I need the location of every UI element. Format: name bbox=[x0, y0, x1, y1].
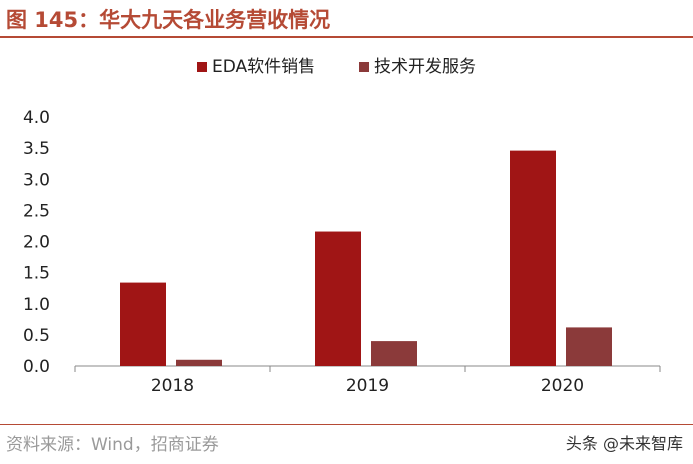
title-bar: 图 145：华大九天各业务营收情况 bbox=[0, 0, 693, 34]
y-tick-label: 0.0 bbox=[23, 357, 50, 377]
bar-2018-series-2 bbox=[176, 359, 222, 366]
figure-title: 图 145：华大九天各业务营收情况 bbox=[6, 8, 331, 32]
y-tick-label: 3.5 bbox=[23, 139, 50, 159]
revenue-bar-chart: EDA软件销售 技术开发服务 4.0 3.5 3.0 2.5 2.0 1.5 1.0 0.5 0.0… bbox=[23, 57, 661, 396]
legend-label-2: 技术开发服务 bbox=[374, 57, 476, 77]
y-tick-label: 1.0 bbox=[23, 295, 50, 315]
y-tick-label: 2.5 bbox=[23, 201, 50, 221]
legend-swatch-2 bbox=[359, 62, 369, 72]
title-divider bbox=[0, 36, 693, 38]
y-tick-label: 4.0 bbox=[23, 108, 50, 128]
legend-swatch-1 bbox=[197, 62, 207, 72]
y-tick-label: 1.5 bbox=[23, 264, 50, 284]
x-tick-label-2018: 2018 bbox=[151, 376, 194, 396]
y-tick-label: 3.0 bbox=[23, 170, 50, 190]
source-note: 资料来源：Wind，招商证券 bbox=[6, 435, 219, 455]
bar-2018-series-1 bbox=[120, 282, 166, 366]
bar-2020-series-1 bbox=[510, 150, 556, 366]
legend-label-1: EDA软件销售 bbox=[212, 57, 315, 77]
footer-divider bbox=[0, 424, 693, 425]
y-tick-label: 0.5 bbox=[23, 326, 50, 346]
bar-2019-series-2 bbox=[371, 341, 417, 366]
bar-2019-series-1 bbox=[315, 231, 361, 366]
watermark: 头条 @未来智库 bbox=[565, 434, 683, 453]
x-tick-label-2020: 2020 bbox=[541, 376, 584, 396]
x-tick-label-2019: 2019 bbox=[346, 376, 389, 396]
bar-2020-series-2 bbox=[566, 327, 612, 366]
y-tick-label: 2.0 bbox=[23, 233, 50, 253]
